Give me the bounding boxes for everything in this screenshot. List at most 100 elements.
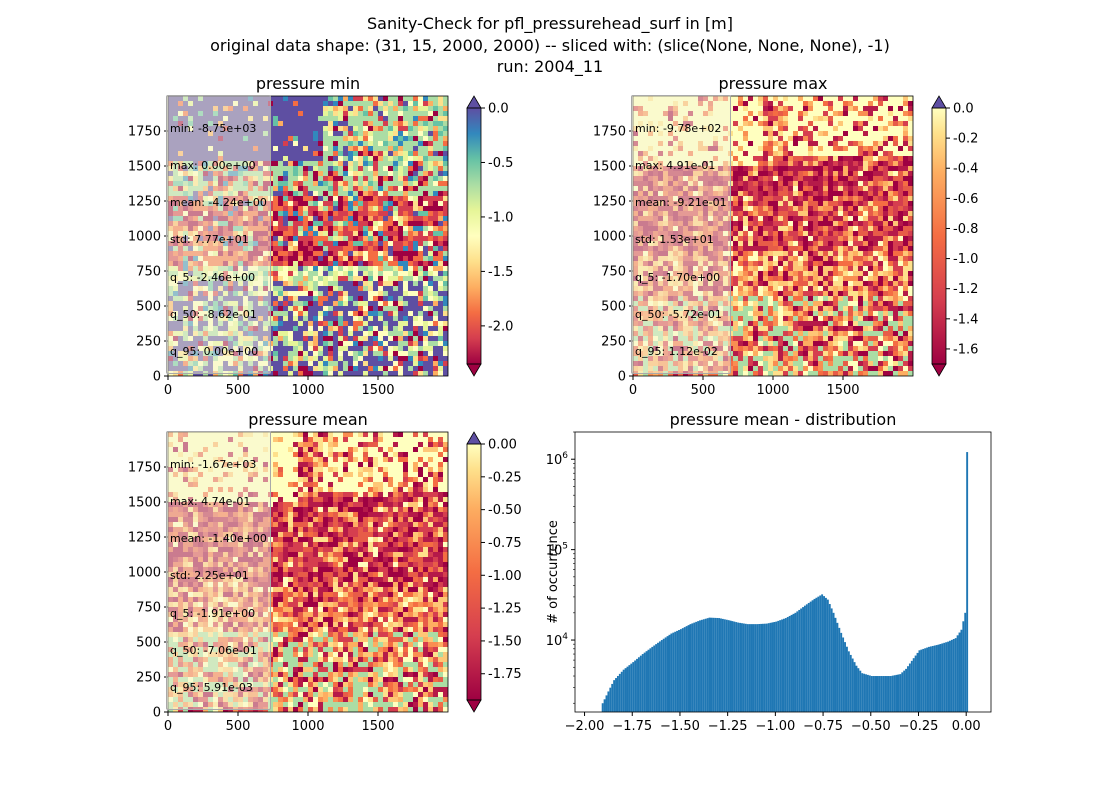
raster-cell — [288, 366, 293, 371]
raster-cell — [428, 106, 433, 111]
raster-cell — [393, 256, 398, 261]
raster-cell — [338, 146, 343, 151]
raster-cell — [893, 141, 898, 146]
raster-cell — [308, 331, 313, 336]
raster-cell — [358, 166, 363, 171]
raster-cell — [768, 236, 773, 241]
raster-cell — [378, 246, 383, 251]
raster-cell — [433, 151, 438, 156]
raster-cell — [318, 256, 323, 261]
raster-cell — [788, 151, 793, 156]
raster-cell — [428, 281, 433, 286]
raster-cell — [883, 161, 888, 166]
raster-cell — [398, 181, 403, 186]
raster-cell — [898, 166, 903, 171]
raster-cell — [338, 286, 343, 291]
raster-cell — [343, 316, 348, 321]
raster-cell — [288, 291, 293, 296]
raster-cell — [373, 201, 378, 206]
raster-cell — [328, 356, 333, 361]
raster-cell — [418, 126, 423, 131]
raster-cell — [363, 271, 368, 276]
raster-cell — [303, 181, 308, 186]
raster-cell — [383, 296, 388, 301]
raster-cell — [308, 256, 313, 261]
raster-cell — [368, 356, 373, 361]
raster-cell — [293, 311, 298, 316]
raster-cell — [763, 241, 768, 246]
raster-cell — [758, 191, 763, 196]
raster-cell — [438, 111, 443, 116]
raster-cell — [443, 151, 448, 156]
raster-cell — [418, 186, 423, 191]
raster-cell — [883, 216, 888, 221]
raster-cell — [368, 146, 373, 151]
raster-cell — [753, 156, 758, 161]
raster-cell — [433, 256, 438, 261]
raster-cell — [823, 111, 828, 116]
raster-cell — [413, 291, 418, 296]
raster-cell — [318, 136, 323, 141]
raster-cell — [353, 261, 358, 266]
raster-cell — [423, 231, 428, 236]
raster-cell — [908, 106, 913, 111]
raster-cell — [348, 111, 353, 116]
raster-cell — [358, 291, 363, 296]
raster-cell — [878, 251, 883, 256]
raster-cell — [743, 181, 748, 186]
raster-cell — [733, 116, 738, 121]
raster-cell — [408, 141, 413, 146]
raster-cell — [443, 206, 448, 211]
raster-cell — [798, 101, 803, 106]
raster-cell — [273, 331, 278, 336]
raster-cell — [323, 341, 328, 346]
raster-cell — [878, 96, 883, 101]
panel-title: pressure max — [718, 74, 827, 93]
raster-cell — [883, 96, 888, 101]
raster-cell — [868, 221, 873, 226]
raster-cell — [328, 346, 333, 351]
raster-cell — [303, 191, 308, 196]
raster-cell — [293, 176, 298, 181]
raster-cell — [823, 116, 828, 121]
raster-cell — [303, 311, 308, 316]
colorbar-tick-label: -0.5 — [488, 156, 513, 171]
raster-cell — [328, 231, 333, 236]
raster-cell — [383, 291, 388, 296]
raster-cell — [893, 111, 898, 116]
raster-cell — [443, 311, 448, 316]
raster-cell — [793, 201, 798, 206]
raster-cell — [343, 361, 348, 366]
raster-cell — [298, 361, 303, 366]
raster-cell — [798, 251, 803, 256]
raster-cell — [753, 161, 758, 166]
raster-cell — [838, 121, 843, 126]
raster-cell — [433, 316, 438, 321]
raster-cell — [388, 206, 393, 211]
raster-cell — [833, 126, 838, 131]
raster-cell — [733, 111, 738, 116]
raster-cell — [383, 151, 388, 156]
raster-cell — [828, 191, 833, 196]
raster-cell — [813, 216, 818, 221]
raster-cell — [783, 211, 788, 216]
raster-cell — [733, 191, 738, 196]
raster-cell — [393, 326, 398, 331]
raster-cell — [313, 111, 318, 116]
raster-cell — [848, 231, 853, 236]
raster-cell — [328, 281, 333, 286]
raster-cell — [398, 146, 403, 151]
raster-cell — [418, 256, 423, 261]
raster-cell — [788, 251, 793, 256]
raster-cell — [743, 141, 748, 146]
raster-cell — [808, 246, 813, 251]
raster-cell — [763, 101, 768, 106]
raster-cell — [408, 361, 413, 366]
raster-cell — [318, 101, 323, 106]
raster-cell — [828, 116, 833, 121]
raster-cell — [288, 111, 293, 116]
raster-cell — [353, 136, 358, 141]
raster-cell — [868, 166, 873, 171]
raster-cell — [333, 221, 338, 226]
raster-cell — [283, 271, 288, 276]
